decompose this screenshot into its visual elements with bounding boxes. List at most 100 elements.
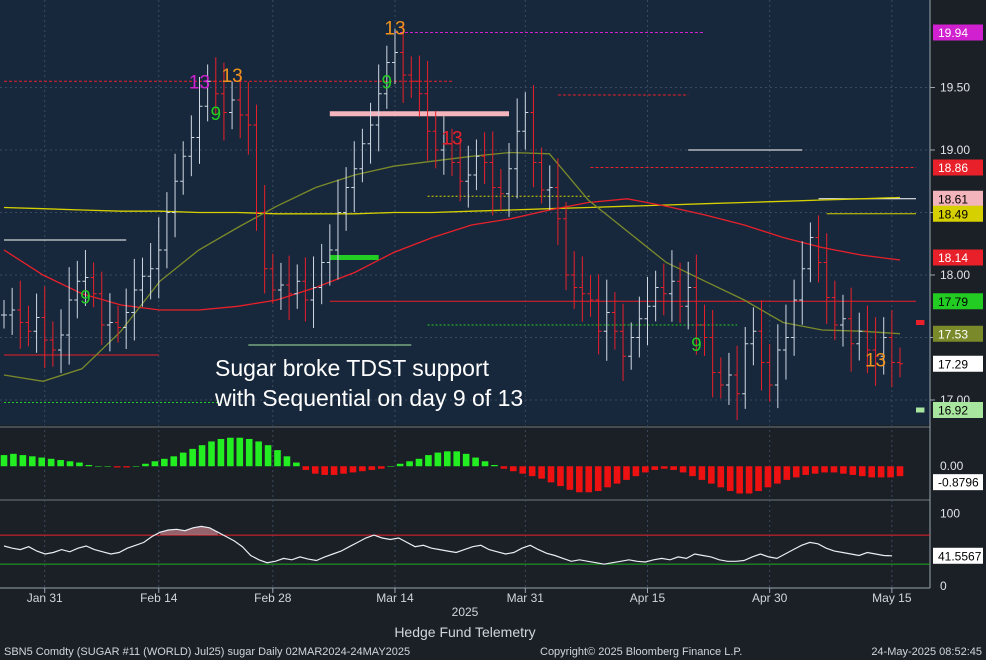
- momentum-bar: [887, 466, 894, 478]
- countdown-13-label: 13: [441, 129, 462, 150]
- momentum-bar: [679, 466, 687, 473]
- momentum-bar: [406, 461, 413, 467]
- momentum-bar: [585, 466, 593, 493]
- momentum-bar: [755, 466, 762, 492]
- setup-9-label: 9: [382, 73, 393, 94]
- price-value-label-text: 17.79: [938, 295, 968, 309]
- momentum-bar: [717, 466, 725, 488]
- y-tick-label: 19.50: [940, 81, 970, 95]
- price-value-label-bg: [933, 325, 983, 342]
- momentum-bar: [349, 466, 357, 473]
- momentum-bars: [0, 437, 904, 494]
- countdown-13-label: 13: [222, 66, 243, 87]
- momentum-bar: [245, 438, 253, 467]
- momentum-bar: [425, 455, 432, 467]
- momentum-bar: [462, 453, 470, 467]
- rsi-tick-label: 100: [940, 506, 960, 520]
- rsi-panel-bg: [0, 503, 930, 588]
- momentum-bar: [415, 458, 423, 467]
- momentum-bar: [689, 466, 696, 477]
- price-value-label: 18.86: [933, 159, 983, 176]
- momentum-bar: [132, 466, 140, 467]
- momentum-bar: [104, 466, 112, 467]
- momentum-bar: [76, 462, 83, 467]
- momentum-bar: [877, 466, 885, 478]
- price-value-label-bg: [933, 24, 983, 41]
- momentum-bar: [792, 466, 800, 478]
- countdown-13-label: 13: [384, 19, 405, 40]
- x-tick-label: Mar 31: [507, 591, 545, 605]
- momentum-bar: [19, 455, 27, 467]
- price-value-label: 19.94: [933, 24, 983, 41]
- momentum-bar: [811, 466, 819, 474]
- momentum-bar: [57, 460, 64, 467]
- momentum-bar: [28, 456, 36, 467]
- momentum-bar: [632, 466, 640, 477]
- rsi-last-label-text: 41.5567: [938, 549, 982, 563]
- x-tick-label: Feb 14: [140, 591, 178, 605]
- momentum-bar: [491, 465, 498, 467]
- momentum-bar: [170, 456, 178, 467]
- price-value-label: 16.92: [933, 402, 983, 418]
- momentum-bar: [359, 466, 366, 472]
- momentum-bar: [66, 461, 74, 467]
- momentum-bar: [604, 466, 611, 488]
- momentum-bar: [651, 466, 659, 470]
- x-tick-label: Apr 15: [630, 591, 666, 605]
- momentum-bar: [179, 452, 187, 467]
- momentum-bar: [293, 462, 300, 467]
- momentum-bar: [321, 466, 328, 475]
- momentum-bar: [0, 455, 8, 467]
- momentum-bar: [642, 466, 649, 473]
- price-value-label-bg: [933, 355, 983, 372]
- x-tick-label: May 15: [872, 591, 912, 605]
- momentum-bar: [264, 445, 272, 467]
- momentum-bar: [849, 466, 857, 475]
- price-value-label: 17.79: [933, 293, 983, 310]
- momentum-bar: [726, 466, 734, 492]
- momentum-bar: [623, 466, 630, 480]
- momentum-bar: [142, 463, 149, 467]
- rsi-tick-label: 0: [940, 579, 947, 593]
- momentum-bar: [330, 466, 338, 475]
- momentum-bar: [123, 466, 130, 468]
- momentum-bar: [745, 466, 753, 494]
- footer-left: SBN5 Comdty (SUGAR #11 (WORLD) Jul25) su…: [4, 646, 410, 658]
- momentum-bar: [189, 448, 196, 467]
- momentum-bar: [774, 466, 781, 484]
- momentum-bar: [858, 466, 866, 477]
- price-value-label: 18.49: [933, 205, 983, 222]
- momentum-bar: [472, 457, 479, 467]
- momentum-bar: [443, 451, 451, 467]
- momentum-bar: [274, 450, 281, 467]
- momentum-bar: [708, 466, 715, 484]
- momentum-bar: [821, 466, 828, 473]
- momentum-bar: [868, 466, 876, 478]
- price-value-label: 18.61: [933, 190, 983, 207]
- momentum-bar: [10, 453, 17, 467]
- x-tick-label: Feb 28: [254, 591, 292, 605]
- moving-average-line: [3, 196, 901, 215]
- momentum-bar: [255, 441, 262, 467]
- price-value-label-bg: [933, 293, 983, 310]
- momentum-bar: [840, 466, 847, 474]
- annotation-line-1: Sugar broke TDST support: [215, 355, 490, 381]
- momentum-bar: [802, 466, 809, 475]
- y-tick-label: 19.00: [940, 143, 970, 157]
- price-value-label-text: 18.61: [938, 192, 968, 206]
- annotation-line-2: with Sequential on day 9 of 13: [214, 385, 523, 411]
- momentum-bar: [528, 466, 536, 477]
- momentum-bar: [519, 466, 527, 474]
- y-tick-label: 18.00: [940, 268, 970, 282]
- footer-copyright: Copyright© 2025 Bloomberg Finance L.P.: [540, 646, 742, 658]
- moving-average-line: [3, 198, 901, 311]
- momentum-bar: [377, 466, 385, 469]
- price-value-label-text: 18.86: [938, 161, 968, 175]
- ohlc-bars: [1, 21, 903, 421]
- momentum-bar: [113, 466, 121, 468]
- price-value-label: 17.29: [933, 355, 983, 372]
- price-value-label-bg: [933, 402, 983, 418]
- momentum-bar: [236, 437, 244, 467]
- momentum-bar: [283, 456, 291, 467]
